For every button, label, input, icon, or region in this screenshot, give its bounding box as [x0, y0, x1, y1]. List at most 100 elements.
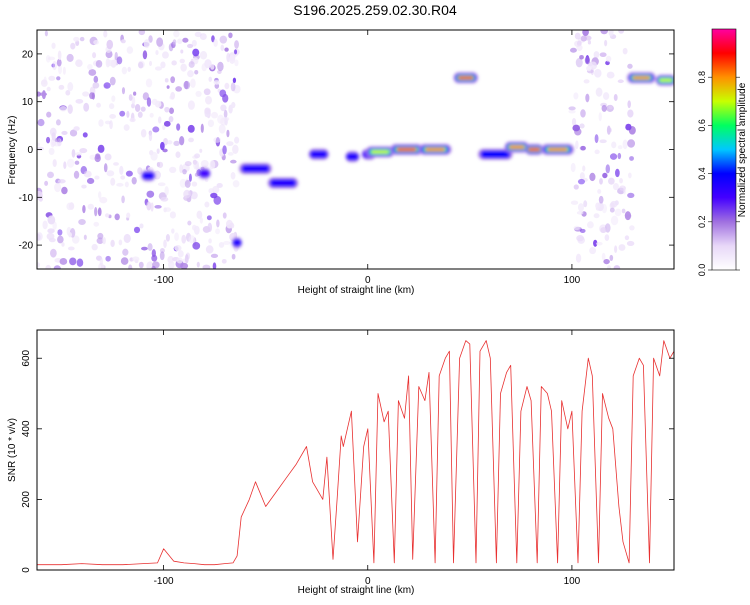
spectrogram-signal-blob — [312, 152, 326, 156]
x-tick-label: 100 — [564, 576, 581, 587]
spectrogram-noise-blob — [44, 180, 49, 186]
y-tick-label: -20 — [19, 241, 34, 252]
spectrogram-noise-blob — [609, 254, 614, 262]
colorbar-gradient — [711, 28, 737, 271]
spectrogram-noise-blob — [179, 58, 185, 64]
spectrogram-noise-blob — [93, 221, 100, 227]
spectrogram-noise-blob — [120, 39, 126, 44]
spectrogram-signal-blob — [458, 76, 474, 80]
spectrogram-noise-blob — [572, 124, 581, 132]
spectrogram-noise-blob — [160, 196, 169, 202]
spectrogram-noise-blob — [200, 123, 204, 134]
spectrogram-noise-blob — [148, 131, 153, 142]
spectrogram-signal-blob — [347, 155, 358, 159]
spectrogram-noise-blob — [65, 90, 71, 96]
spectrogram-noise-blob — [57, 235, 64, 244]
spectrogram-noise-blob — [183, 80, 191, 90]
spectrogram-signal-blob — [245, 167, 266, 171]
spectrogram-noise-blob — [213, 80, 220, 85]
spectrogram-y-axis: -20 -10 0 10 20 — [19, 49, 674, 252]
spectrogram-noise-blob — [234, 49, 238, 55]
spectrogram-noise-blob — [91, 243, 98, 251]
spectrogram-noise-blob — [150, 202, 154, 212]
spectrogram-noise-blob — [99, 196, 108, 204]
spectrogram-noise-blob — [106, 170, 115, 177]
spectrogram-noise-blob — [58, 64, 63, 75]
spectrogram-noise-blob — [124, 181, 129, 188]
x-tick-label: -100 — [154, 576, 174, 587]
spectrogram-noise-blob — [48, 75, 56, 81]
spectrogram-noise-blob — [87, 203, 94, 210]
spectrogram-noise-blob — [104, 153, 112, 161]
spectrogram-noise-blob — [222, 212, 227, 219]
spectrogram-noise-blob — [62, 66, 66, 75]
spectrogram-noise-blob — [67, 81, 74, 92]
spectrogram-noise-blob — [629, 156, 634, 161]
spectrogram-noise-blob — [222, 145, 227, 155]
spectrogram-noise-blob — [79, 36, 85, 42]
spectrogram-noise-blob — [579, 172, 585, 180]
spectrogram-noise-blob — [589, 172, 596, 182]
spectrogram-noise-blob — [624, 235, 630, 241]
spectrogram-noise-blob — [98, 191, 102, 199]
spectrogram-noise-blob — [232, 77, 237, 84]
spectrogram-noise-blob — [187, 43, 194, 49]
spectrogram-noise-blob — [146, 201, 152, 211]
spectrogram-noise-blob — [157, 161, 164, 168]
spectrogram-noise-blob — [619, 185, 626, 191]
spectrogram-noise-blob — [602, 92, 610, 100]
spectrogram-noise-blob — [73, 170, 80, 179]
spectrogram-noise-blob — [110, 177, 116, 186]
spectrogram-noise-blob — [202, 264, 211, 269]
spectrogram-noise-blob — [133, 226, 141, 234]
spectrogram-noise-blob — [97, 232, 104, 240]
spectrogram-signal-blob — [659, 78, 673, 82]
spectrogram-noise-blob — [607, 265, 611, 269]
spectrogram-noise-blob — [213, 137, 222, 143]
colorbar-tick-label: 0.6 — [697, 119, 707, 132]
spectrogram-noise-blob — [67, 246, 75, 251]
spectrogram-noise-blob — [195, 90, 202, 98]
spectrogram-noise-blob — [570, 200, 579, 205]
spectrogram-noise-blob — [151, 265, 156, 269]
spectrogram-noise-blob — [126, 46, 134, 54]
spectrogram-noise-blob — [138, 261, 144, 269]
spectrogram-noise-blob — [54, 182, 62, 193]
y-tick-label: 0 — [27, 145, 33, 156]
spectrogram-noise-blob — [168, 116, 174, 123]
spectrogram-noise-blob — [138, 61, 144, 69]
spectrogram-noise-blob — [599, 139, 607, 144]
spectrogram-noise-blob — [589, 61, 598, 70]
spectrogram-noise-blob — [580, 145, 586, 151]
spectrogram-noise-blob — [105, 58, 111, 68]
spectrogram-noise-blob — [83, 102, 90, 112]
spectrogram-noise-blob — [612, 182, 619, 191]
spectrogram-noise-blob — [45, 264, 52, 269]
spectrogram-noise-blob — [614, 200, 619, 206]
spectrogram-noise-blob — [154, 66, 163, 71]
spectrogram-noise-blob — [57, 50, 62, 60]
spectrogram-noise-blob — [164, 106, 170, 113]
spectrogram-noise-blob — [51, 132, 56, 141]
spectrogram-noise-blob — [47, 56, 56, 61]
spectrogram-noise-blob — [75, 59, 83, 67]
y-tick-label: 200 — [21, 491, 32, 508]
spectrogram-noise-blob — [46, 111, 52, 118]
spectrogram-noise-blob — [137, 167, 143, 175]
spectrogram-noise-blob — [176, 257, 183, 264]
spectrogram-noise-blob — [47, 215, 56, 225]
spectrogram-noise-blob — [594, 149, 600, 155]
spectrogram-noise-blob — [231, 253, 236, 260]
spectrogram-noise-blob — [44, 30, 48, 37]
spectrogram-noise-blob — [208, 188, 214, 194]
spectrogram-noise-blob — [593, 51, 600, 59]
spectrogram-noise-blob — [79, 148, 88, 154]
spectrogram-noise-blob — [56, 76, 61, 81]
spectrogram-noise-blob — [627, 192, 635, 198]
spectrogram-noise-blob — [61, 186, 68, 195]
spectrogram-noise-blob — [46, 136, 51, 144]
spectrogram-noise-blob — [608, 30, 614, 37]
spectrogram-noise-blob — [154, 100, 162, 108]
spectrogram-noise-blob — [600, 227, 607, 233]
spectrogram-noise-blob — [224, 47, 229, 52]
